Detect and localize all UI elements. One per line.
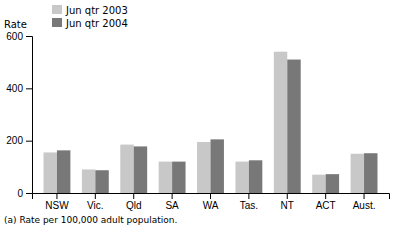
tick: 0 xyxy=(17,188,32,199)
bar xyxy=(287,60,300,193)
bar xyxy=(82,169,95,193)
axis-line xyxy=(33,194,390,200)
bar xyxy=(95,170,108,193)
tick-mark xyxy=(210,193,211,199)
bar xyxy=(120,145,133,193)
footnote: (a) Rate per 100,000 adult population. xyxy=(4,215,177,225)
tick-mark xyxy=(56,193,57,199)
bar xyxy=(364,153,377,193)
legend-swatch xyxy=(52,5,62,14)
plot-area: 0 200 400 600 NSW Vic. Qld SA WA Tas. NT ACT Aust. xyxy=(6,31,389,211)
tick-mark xyxy=(26,141,32,142)
bar xyxy=(172,162,185,193)
tick: NSW xyxy=(45,193,69,211)
legend-label: Jun qtr 2004 xyxy=(65,18,128,29)
tick-label: SA xyxy=(165,200,179,211)
bar xyxy=(249,160,262,193)
tick-label: 0 xyxy=(17,188,23,199)
tick-mark xyxy=(364,193,365,199)
tick-label: NSW xyxy=(45,200,69,211)
tick-mark xyxy=(172,193,173,199)
bar xyxy=(197,142,210,193)
x-axis: NSW Vic. Qld SA WA Tas. NT ACT Aust. xyxy=(33,193,390,211)
tick-mark xyxy=(95,193,96,199)
tick: Qld xyxy=(126,193,142,211)
tick-label: Tas. xyxy=(240,200,258,211)
tick: 600 xyxy=(6,31,32,42)
bars xyxy=(44,52,378,193)
bar xyxy=(312,175,325,193)
tick-mark xyxy=(287,193,288,199)
tick-label: 200 xyxy=(6,135,23,146)
tick-mark xyxy=(26,88,32,89)
tick-mark xyxy=(26,36,32,37)
tick: WA xyxy=(203,193,219,211)
axis-line xyxy=(26,37,33,194)
tick-mark xyxy=(26,193,32,194)
tick-mark xyxy=(248,193,249,199)
bar xyxy=(351,154,364,193)
bar xyxy=(57,150,70,193)
tick-label: NT xyxy=(281,200,294,211)
tick-label: 600 xyxy=(6,31,23,42)
tick: SA xyxy=(165,193,179,211)
bar-series xyxy=(44,52,365,193)
bar xyxy=(134,146,147,193)
y-axis-label: Rate xyxy=(4,19,27,30)
tick: Aust. xyxy=(353,193,376,211)
tick-mark xyxy=(133,193,134,199)
bar xyxy=(235,162,248,193)
legend-item: Jun qtr 2003 xyxy=(52,5,128,16)
bar xyxy=(211,139,224,193)
tick-label: ACT xyxy=(316,200,336,211)
tick: NT xyxy=(281,193,294,211)
bar xyxy=(44,152,57,193)
y-axis: 0 200 400 600 xyxy=(6,31,32,199)
tick-label: 400 xyxy=(6,83,23,94)
tick-label: WA xyxy=(203,200,219,211)
legend-label: Jun qtr 2003 xyxy=(65,5,128,16)
legend-item: Jun qtr 2004 xyxy=(52,18,128,29)
tick: ACT xyxy=(316,193,336,211)
tick: Vic. xyxy=(87,193,104,211)
tick-mark xyxy=(325,193,326,199)
legend-swatch xyxy=(52,18,62,27)
tick-label: Vic. xyxy=(87,200,104,211)
chart: 0 200 400 600 NSW Vic. Qld SA WA Tas. NT ACT Aust. Ra… xyxy=(0,0,397,227)
tick-label: Aust. xyxy=(353,200,376,211)
chart-container: 0 200 400 600 NSW Vic. Qld SA WA Tas. NT ACT Aust. Ra… xyxy=(0,0,397,227)
bar xyxy=(274,52,287,193)
tick: 400 xyxy=(6,83,32,94)
bar xyxy=(159,162,172,193)
tick-label: Qld xyxy=(126,200,142,211)
legend: Jun qtr 2003 Jun qtr 2004 xyxy=(52,5,128,29)
tick: Tas. xyxy=(240,193,258,211)
bar-series xyxy=(57,60,378,193)
bar xyxy=(326,174,339,193)
tick: 200 xyxy=(6,135,32,146)
